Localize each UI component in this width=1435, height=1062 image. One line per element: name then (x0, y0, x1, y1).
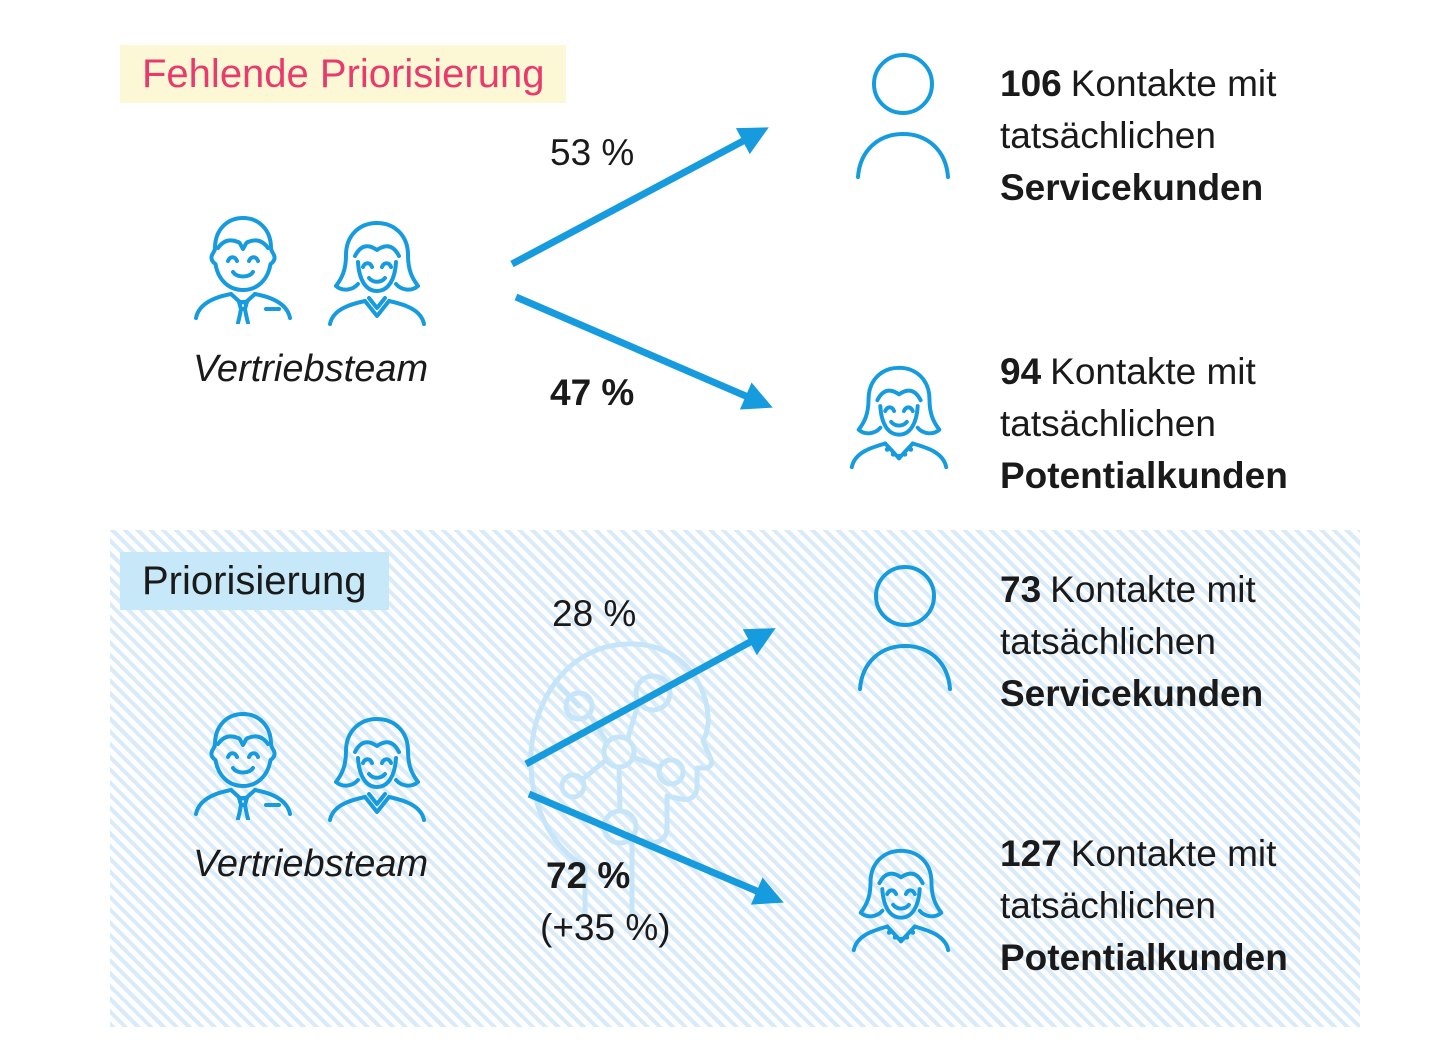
percentage-down-without: 47 % (550, 372, 635, 413)
percentage-up-without: 53 % (550, 132, 635, 173)
striped-background (110, 530, 1360, 1027)
outcome-line-3: Potentialkunden (1000, 937, 1288, 978)
percentage-up-with: 28 % (552, 593, 637, 634)
outcome-line-1: 127 Kontakte mit (1000, 828, 1288, 880)
outcome-count: 106 (1000, 63, 1062, 104)
outcome-text: Kontakte mit (1070, 63, 1277, 104)
outcome-line-1: 106 Kontakte mit (1000, 58, 1276, 110)
team-label-without: Vertriebsteam (193, 348, 429, 390)
outcome-potential-without: 94 Kontakte mit tatsächlichen Potentialku… (1000, 346, 1288, 502)
scenario-title-without: Fehlende Priorisierung (120, 45, 567, 103)
team-label-with: Vertriebsteam (193, 843, 429, 885)
woman-icon (317, 706, 437, 826)
outcome-line-3: Servicekunden (1000, 167, 1264, 208)
outcome-count: 73 (1000, 569, 1042, 610)
potential-customer-icon (840, 355, 958, 473)
outcome-potential-with: 127 Kontakte mit tatsächlichen Potentialk… (1000, 828, 1288, 984)
scenario-title-with-label: Priorisierung (142, 559, 367, 603)
service-customer-icon (853, 50, 953, 180)
potential-customer-icon (842, 838, 960, 956)
outcome-line-2: tatsächlichen (1000, 885, 1216, 926)
outcome-count: 127 (1000, 833, 1062, 874)
outcome-line-2: tatsächlichen (1000, 115, 1216, 156)
outcome-line-3: Potentialkunden (1000, 455, 1288, 496)
outcome-count: 94 (1000, 351, 1042, 392)
outcome-service-without: 106 Kontakte mit tatsächlichen Servicekun… (1000, 58, 1276, 214)
outcome-line-2: tatsächlichen (1000, 403, 1216, 444)
outcome-line-2: tatsächlichen (1000, 621, 1216, 662)
service-customer-icon (855, 562, 955, 692)
percentage-delta-with: (+35 %) (540, 907, 671, 948)
scenario-title-with: Priorisierung (120, 552, 389, 610)
man-icon (183, 204, 303, 324)
outcome-service-with: 73 Kontakte mit tatsächlichen Servicekund… (1000, 564, 1263, 720)
outcome-text: Kontakte mit (1050, 569, 1256, 610)
outcome-text: Kontakte mit (1050, 351, 1256, 392)
scenario-title-without-label: Fehlende Priorisierung (142, 52, 545, 96)
outcome-line-1: 73 Kontakte mit (1000, 564, 1263, 616)
woman-icon (317, 210, 437, 330)
outcome-line-1: 94 Kontakte mit (1000, 346, 1288, 398)
outcome-line-3: Servicekunden (1000, 673, 1264, 714)
outcome-text: Kontakte mit (1070, 833, 1277, 874)
percentage-down-with: 72 % (546, 855, 631, 896)
man-icon (183, 700, 303, 820)
